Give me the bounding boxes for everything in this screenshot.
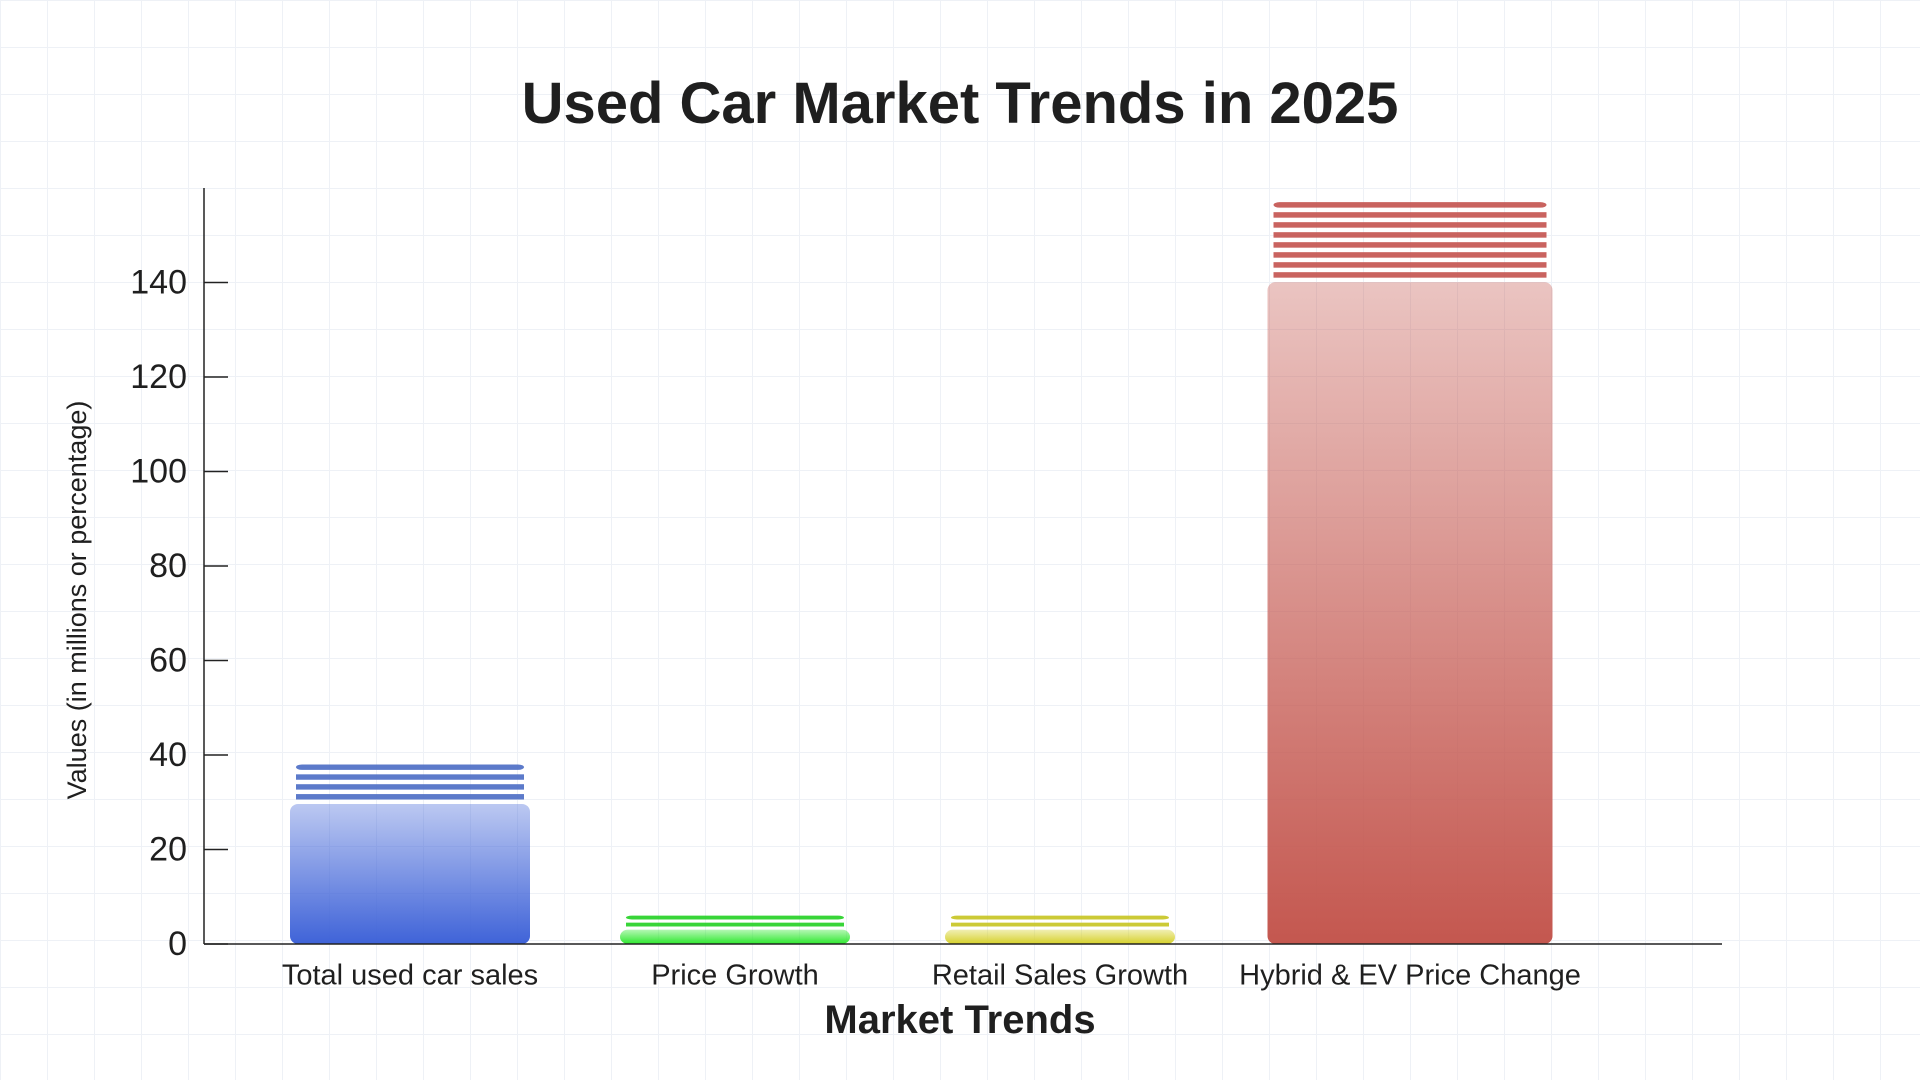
y-tick-label: 140 xyxy=(130,263,187,301)
category-label: Hybrid & EV Price Change xyxy=(1239,960,1581,992)
x-axis-title: Market Trends xyxy=(824,998,1095,1042)
category-label: Retail Sales Growth xyxy=(932,960,1188,992)
bar xyxy=(290,764,530,944)
y-axis-title: Values (in millions or percentage) xyxy=(62,401,92,800)
y-tick-label: 120 xyxy=(130,358,187,396)
category-labels: Total used car sales Price Growth Retail S… xyxy=(282,960,1581,992)
y-tick-label: 60 xyxy=(149,641,187,679)
category-label: Total used car sales xyxy=(282,960,538,992)
y-tick-label: 100 xyxy=(130,452,187,490)
y-tick-label: 0 xyxy=(168,925,187,963)
bars xyxy=(290,202,1553,944)
y-axis-ticks: 0 20 40 60 80 100 120 140 xyxy=(130,263,228,963)
y-tick-label: 40 xyxy=(149,736,187,774)
chart-title: Used Car Market Trends in 2025 xyxy=(521,71,1399,136)
bar xyxy=(1267,202,1553,944)
bar xyxy=(945,915,1175,944)
bar xyxy=(620,915,850,944)
y-tick-label: 80 xyxy=(149,547,187,585)
category-label: Price Growth xyxy=(651,960,819,992)
y-tick-label: 20 xyxy=(149,830,187,868)
